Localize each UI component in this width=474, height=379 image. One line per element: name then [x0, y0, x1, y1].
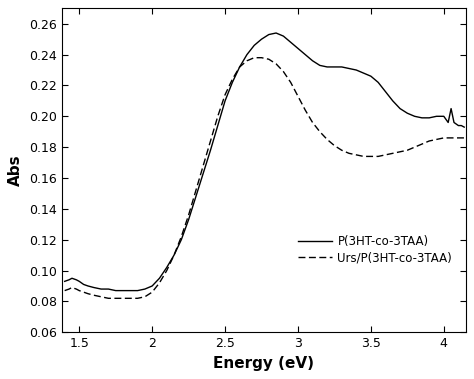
P(3HT-co-3TAA) — [324, 65, 330, 69]
P(3HT-co-3TAA) — [81, 282, 86, 287]
Urs/P(3HT-co-3TAA) — [85, 291, 91, 296]
P(3HT-co-3TAA) — [266, 32, 272, 37]
Urs/P(3HT-co-3TAA) — [156, 280, 162, 285]
Urs/P(3HT-co-3TAA) — [113, 296, 118, 301]
Y-axis label: Abs: Abs — [9, 155, 23, 186]
Line: Urs/P(3HT-co-3TAA): Urs/P(3HT-co-3TAA) — [64, 58, 464, 298]
P(3HT-co-3TAA) — [441, 114, 447, 119]
P(3HT-co-3TAA) — [113, 288, 118, 293]
X-axis label: Energy (eV): Energy (eV) — [213, 356, 314, 371]
Urs/P(3HT-co-3TAA) — [461, 136, 467, 140]
Urs/P(3HT-co-3TAA) — [106, 296, 111, 301]
P(3HT-co-3TAA) — [62, 279, 67, 283]
Urs/P(3HT-co-3TAA) — [273, 62, 279, 66]
Legend: P(3HT-co-3TAA), Urs/P(3HT-co-3TAA): P(3HT-co-3TAA), Urs/P(3HT-co-3TAA) — [295, 232, 456, 268]
Urs/P(3HT-co-3TAA) — [361, 154, 366, 159]
P(3HT-co-3TAA) — [135, 288, 140, 293]
P(3HT-co-3TAA) — [164, 265, 170, 270]
P(3HT-co-3TAA) — [273, 31, 279, 35]
Urs/P(3HT-co-3TAA) — [251, 55, 257, 60]
Urs/P(3HT-co-3TAA) — [62, 288, 67, 293]
Urs/P(3HT-co-3TAA) — [69, 285, 75, 290]
P(3HT-co-3TAA) — [461, 125, 467, 129]
Line: P(3HT-co-3TAA): P(3HT-co-3TAA) — [64, 33, 464, 291]
